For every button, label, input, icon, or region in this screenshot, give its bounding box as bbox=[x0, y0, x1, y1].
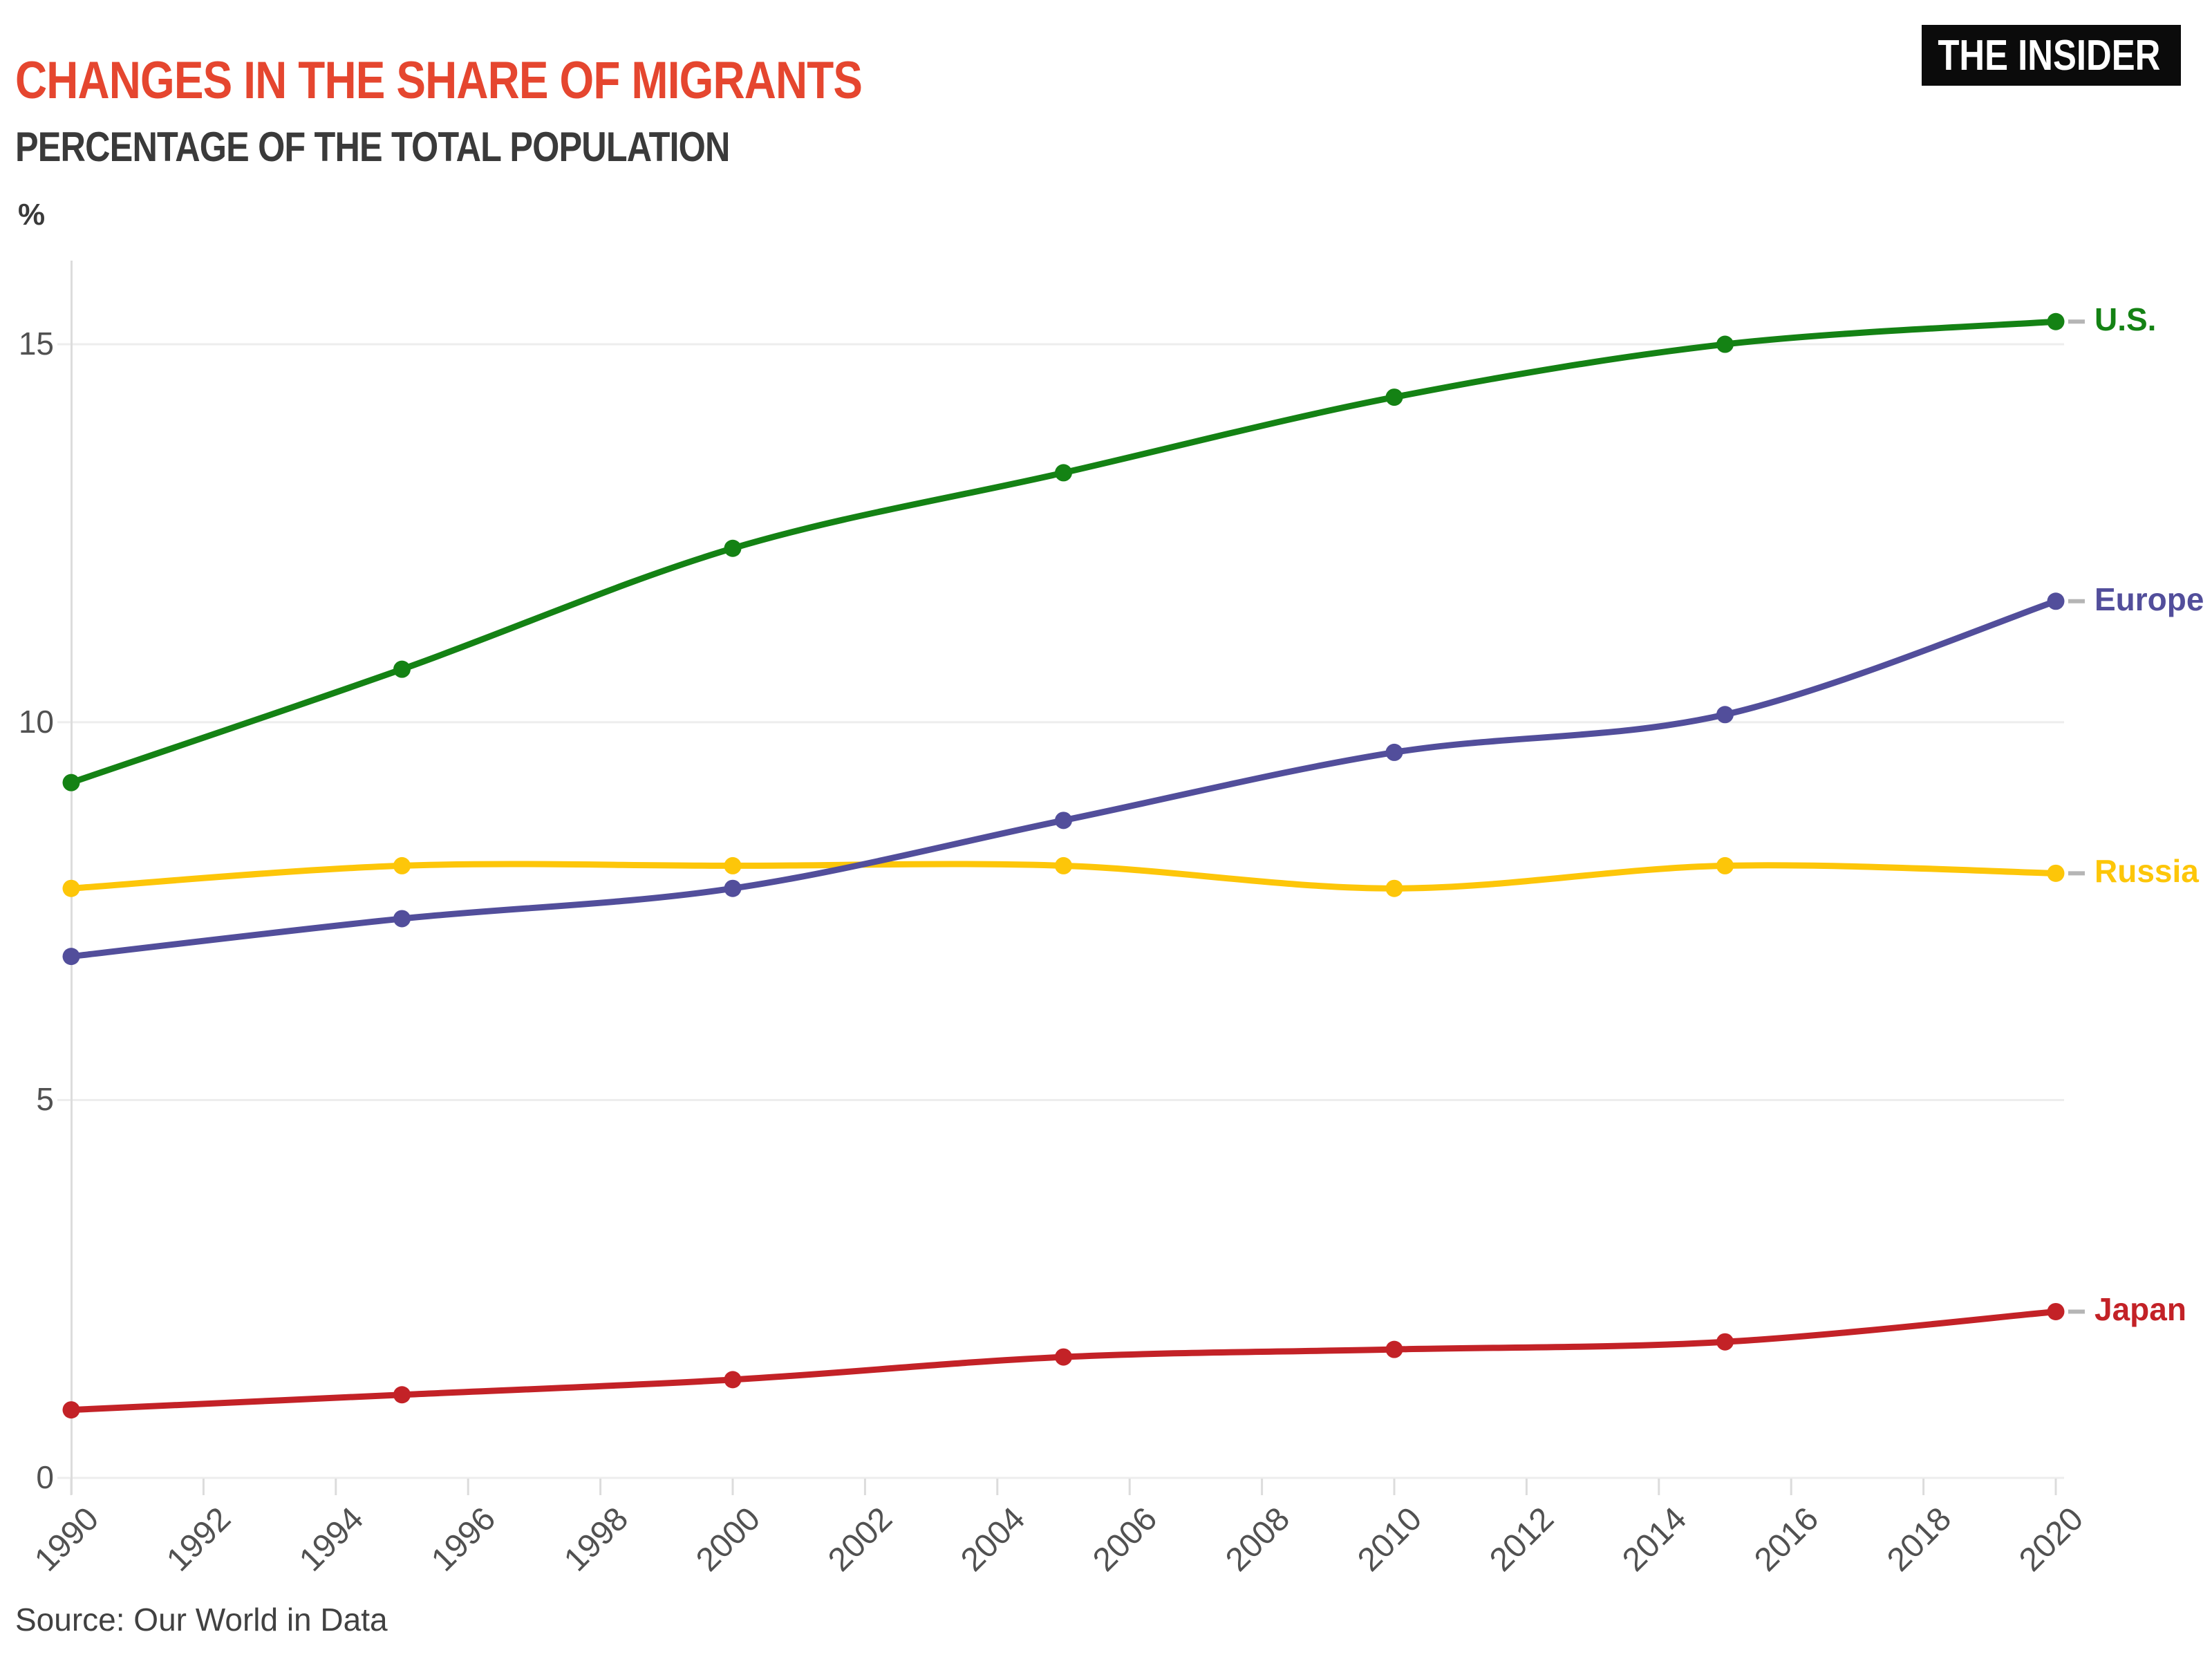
brand-logo: THE INSIDER bbox=[1922, 25, 2181, 86]
data-point-europe-1995 bbox=[393, 910, 411, 928]
data-point-europe-2010 bbox=[1385, 743, 1403, 761]
data-point-japan-1990 bbox=[62, 1401, 80, 1419]
source-note: Source: Our World in Data bbox=[15, 1602, 388, 1638]
page-subtitle-text: PERCENTAGE OF THE TOTAL POPULATION bbox=[15, 123, 730, 170]
data-point-us-2005 bbox=[1055, 464, 1072, 482]
page-subtitle: PERCENTAGE OF THE TOTAL POPULATION bbox=[15, 123, 865, 171]
series-label-us: U.S. bbox=[2094, 301, 2157, 338]
data-point-japan-1995 bbox=[393, 1386, 411, 1404]
data-point-russia-2015 bbox=[1716, 856, 1734, 874]
data-point-russia-2000 bbox=[724, 856, 742, 874]
y-tick-label-0: 0 bbox=[36, 1459, 54, 1495]
data-point-us-2020 bbox=[2047, 312, 2065, 330]
page-title-text: CHANGES IN THE SHARE OF MIGRANTS bbox=[15, 50, 863, 110]
series-line-europe bbox=[68, 598, 2059, 960]
data-point-europe-1990 bbox=[62, 948, 80, 966]
page-title: CHANGES IN THE SHARE OF MIGRANTS bbox=[15, 50, 1024, 111]
y-tick-label-10: 10 bbox=[18, 703, 54, 740]
data-point-europe-2005 bbox=[1055, 812, 1072, 830]
data-point-russia-2005 bbox=[1055, 856, 1072, 874]
y-axis-unit-label: % bbox=[18, 198, 46, 232]
series-label-europe: Europe bbox=[2094, 581, 2204, 617]
data-point-us-2000 bbox=[724, 539, 742, 557]
data-point-us-1990 bbox=[62, 774, 80, 791]
data-point-europe-2000 bbox=[724, 879, 742, 897]
data-point-japan-2005 bbox=[1055, 1348, 1072, 1366]
data-point-us-2010 bbox=[1385, 388, 1403, 406]
series-label-russia: Russia bbox=[2094, 853, 2199, 890]
data-point-japan-2000 bbox=[724, 1371, 742, 1389]
data-point-russia-2010 bbox=[1385, 879, 1403, 897]
y-tick-label-15: 15 bbox=[18, 326, 54, 362]
data-point-europe-2020 bbox=[2047, 592, 2065, 610]
data-point-russia-1990 bbox=[62, 879, 80, 897]
y-tick-label-5: 5 bbox=[36, 1081, 54, 1118]
brand-logo-text: THE INSIDER bbox=[1938, 31, 2161, 79]
data-point-russia-2020 bbox=[2047, 864, 2065, 882]
data-point-europe-2015 bbox=[1716, 706, 1734, 724]
data-point-us-1995 bbox=[393, 660, 411, 678]
series-label-japan: Japan bbox=[2094, 1291, 2186, 1328]
data-point-russia-1995 bbox=[393, 856, 411, 874]
data-point-us-2015 bbox=[1716, 335, 1734, 353]
data-point-japan-2015 bbox=[1716, 1333, 1734, 1351]
series-line-us bbox=[68, 318, 2059, 786]
data-point-japan-2020 bbox=[2047, 1302, 2065, 1320]
data-point-japan-2010 bbox=[1385, 1340, 1403, 1358]
